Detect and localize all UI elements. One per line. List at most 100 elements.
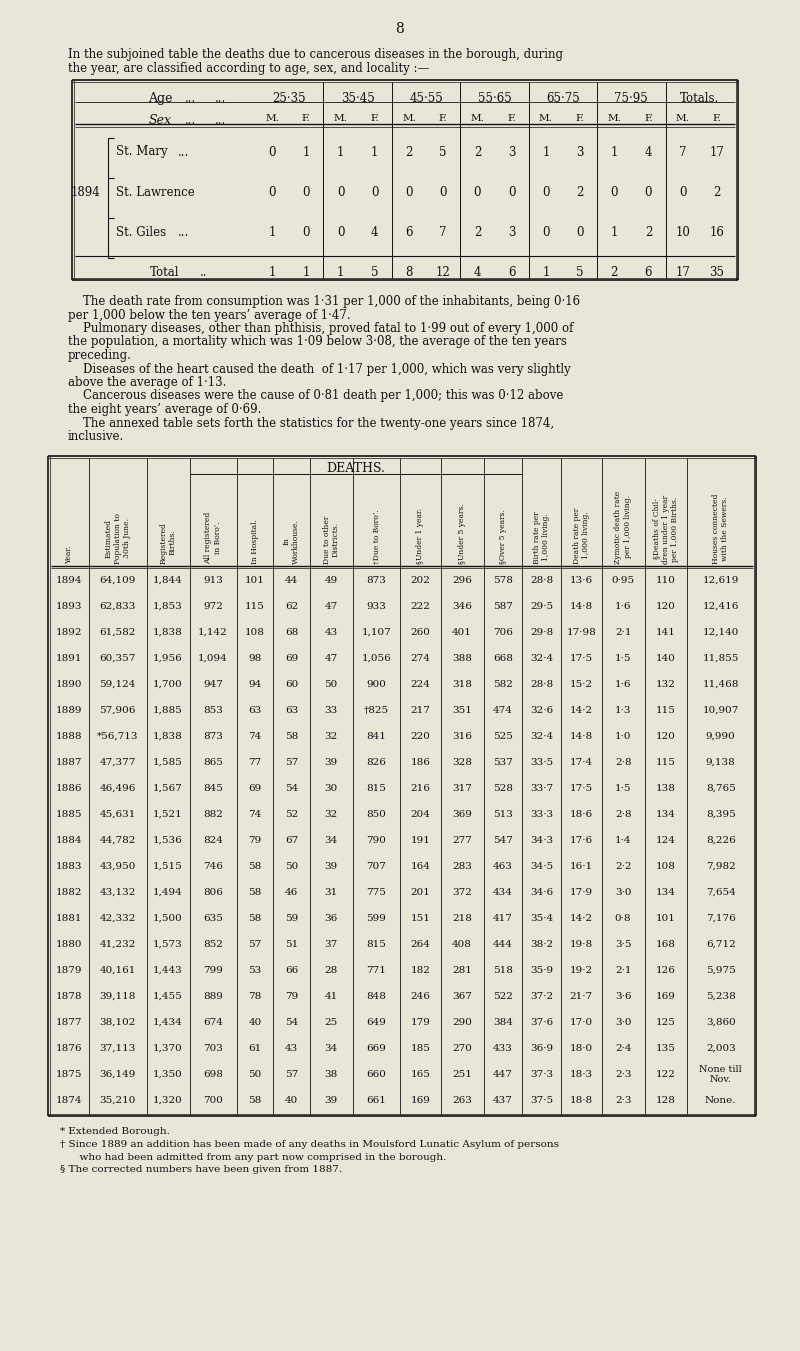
Text: 60,357: 60,357 — [99, 654, 136, 663]
Text: 1,094: 1,094 — [198, 654, 228, 663]
Text: 270: 270 — [452, 1044, 472, 1052]
Text: 44: 44 — [285, 576, 298, 585]
Text: 33: 33 — [325, 707, 338, 715]
Text: 74: 74 — [248, 811, 262, 819]
Text: 351: 351 — [452, 707, 472, 715]
Text: 41: 41 — [325, 992, 338, 1001]
Text: 17·0: 17·0 — [570, 1019, 593, 1027]
Text: Total: Total — [150, 266, 180, 278]
Text: 32·6: 32·6 — [530, 707, 553, 715]
Text: None.: None. — [705, 1096, 737, 1105]
Text: In Hospital.: In Hospital. — [251, 519, 259, 563]
Text: 54: 54 — [285, 784, 298, 793]
Text: 49: 49 — [325, 576, 338, 585]
Text: 1883: 1883 — [56, 862, 82, 871]
Text: ...: ... — [185, 113, 196, 127]
Text: None till
Nov.: None till Nov. — [699, 1065, 742, 1085]
Text: 64,109: 64,109 — [99, 576, 136, 585]
Text: 3: 3 — [508, 226, 515, 239]
Text: 124: 124 — [656, 836, 676, 844]
Text: 0·95: 0·95 — [611, 576, 634, 585]
Text: 39: 39 — [325, 758, 338, 767]
Text: 369: 369 — [452, 811, 472, 819]
Text: 3·0: 3·0 — [615, 1019, 631, 1027]
Text: 168: 168 — [656, 940, 676, 948]
Text: above the average of 1·13.: above the average of 1·13. — [68, 376, 226, 389]
Text: 281: 281 — [452, 966, 472, 975]
Text: Year.: Year. — [66, 544, 74, 563]
Text: 0: 0 — [371, 185, 378, 199]
Text: 1: 1 — [337, 266, 344, 278]
Text: 14·2: 14·2 — [570, 915, 593, 923]
Text: 37·2: 37·2 — [530, 992, 553, 1001]
Text: 824: 824 — [203, 836, 223, 844]
Text: 1·5: 1·5 — [615, 654, 631, 663]
Text: 296: 296 — [452, 576, 472, 585]
Text: 7,176: 7,176 — [706, 915, 736, 923]
Text: 290: 290 — [452, 1019, 472, 1027]
Text: 848: 848 — [366, 992, 386, 1001]
Text: 408: 408 — [452, 940, 472, 948]
Text: DEATHS.: DEATHS. — [326, 462, 386, 474]
Text: Totals.: Totals. — [680, 92, 719, 105]
Text: 525: 525 — [493, 732, 513, 740]
Text: 707: 707 — [366, 862, 386, 871]
Text: 34·5: 34·5 — [530, 862, 553, 871]
Text: 447: 447 — [493, 1070, 513, 1079]
Text: 0·8: 0·8 — [615, 915, 631, 923]
Text: 35,210: 35,210 — [99, 1096, 136, 1105]
Text: 58: 58 — [248, 915, 262, 923]
Text: 204: 204 — [410, 811, 430, 819]
Text: 8: 8 — [406, 266, 413, 278]
Text: 34: 34 — [325, 1044, 338, 1052]
Text: 185: 185 — [410, 1044, 430, 1052]
Text: 57: 57 — [248, 940, 262, 948]
Text: 4: 4 — [474, 266, 481, 278]
Text: 346: 346 — [452, 603, 472, 611]
Text: 47,377: 47,377 — [99, 758, 136, 767]
Text: 1875: 1875 — [56, 1070, 82, 1079]
Text: 30: 30 — [325, 784, 338, 793]
Text: 1887: 1887 — [56, 758, 82, 767]
Text: 1,536: 1,536 — [153, 836, 183, 844]
Text: 141: 141 — [656, 628, 676, 638]
Text: 67: 67 — [285, 836, 298, 844]
Text: 2·1: 2·1 — [615, 966, 631, 975]
Text: 17·4: 17·4 — [570, 758, 593, 767]
Text: 283: 283 — [452, 862, 472, 871]
Text: 3,860: 3,860 — [706, 1019, 736, 1027]
Text: 34·3: 34·3 — [530, 836, 553, 844]
Text: 169: 169 — [410, 1096, 430, 1105]
Text: 0: 0 — [645, 185, 652, 199]
Text: 12,416: 12,416 — [702, 603, 739, 611]
Text: 2: 2 — [714, 185, 721, 199]
Text: 1882: 1882 — [56, 888, 82, 897]
Text: 34·6: 34·6 — [530, 888, 553, 897]
Text: 2: 2 — [474, 146, 481, 158]
Text: St. Giles: St. Giles — [116, 226, 166, 239]
Text: F.: F. — [507, 113, 516, 123]
Text: 17·98: 17·98 — [566, 628, 596, 638]
Text: 47: 47 — [325, 654, 338, 663]
Text: 126: 126 — [656, 966, 676, 975]
Text: 388: 388 — [452, 654, 472, 663]
Text: M.: M. — [676, 113, 690, 123]
Text: 32: 32 — [325, 811, 338, 819]
Text: F.: F. — [576, 113, 585, 123]
Text: 0: 0 — [576, 226, 584, 239]
Text: 11,855: 11,855 — [702, 654, 739, 663]
Text: F.: F. — [302, 113, 310, 123]
Text: 417: 417 — [493, 915, 513, 923]
Text: 43: 43 — [285, 1044, 298, 1052]
Text: 46: 46 — [285, 888, 298, 897]
Text: 1: 1 — [269, 266, 276, 278]
Text: 7: 7 — [679, 146, 686, 158]
Text: 1880: 1880 — [56, 940, 82, 948]
Text: 1885: 1885 — [56, 811, 82, 819]
Text: 94: 94 — [248, 680, 262, 689]
Text: 669: 669 — [366, 1044, 386, 1052]
Text: 50: 50 — [248, 1070, 262, 1079]
Text: 865: 865 — [203, 758, 223, 767]
Text: 8: 8 — [396, 22, 404, 36]
Text: 1,455: 1,455 — [153, 992, 183, 1001]
